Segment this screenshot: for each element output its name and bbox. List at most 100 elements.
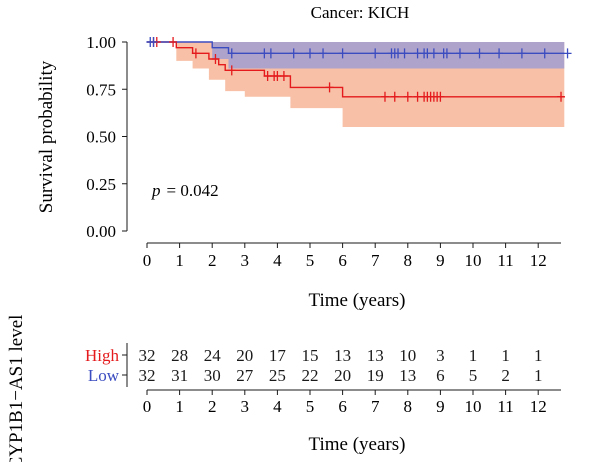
risk-count-low: 25 [269, 366, 286, 385]
risk-x-tick-label: 2 [208, 397, 217, 416]
risk-count-high: 24 [204, 346, 222, 365]
risk-x-tick-label: 0 [143, 397, 152, 416]
x-tick-label: 0 [143, 251, 152, 270]
risk-x-tick-label: 6 [338, 397, 347, 416]
risk-count-low: 22 [302, 366, 319, 385]
x-tick-label: 4 [273, 251, 282, 270]
risk-table-ylabel: CYP1B1−AS1 level [6, 315, 27, 462]
risk-x-tick-label: 5 [306, 397, 315, 416]
risk-count-high: 28 [171, 346, 188, 365]
risk-table: 32 28 24 20 17 15 13 13 10 3 1 1 132 31 30 27 25 22 20 19 13… [122, 346, 542, 385]
y-tick-label: 1.00 [86, 33, 116, 52]
censor-mark-low [517, 48, 526, 59]
risk-x-tick-label: 9 [436, 397, 445, 416]
risk-count-high: 13 [334, 346, 351, 365]
p-value-text: = 0.042 [167, 181, 219, 200]
risk-count-high: 1 [469, 346, 478, 365]
censor-mark-low [540, 48, 549, 59]
risk-x-tick-label: 4 [273, 397, 282, 416]
x-tick-label: 9 [436, 251, 445, 270]
risk-x-tick-label: 10 [465, 397, 482, 416]
risk-count-low: 2 [501, 366, 510, 385]
risk-count-low: 30 [204, 366, 221, 385]
censor-mark-low [319, 48, 328, 59]
x-tick-label: 11 [497, 251, 513, 270]
censor-mark-high [403, 91, 412, 102]
curve-low [147, 41, 565, 54]
x-axis-label: Time (years) [309, 290, 406, 311]
censor-marks [146, 37, 572, 102]
risk-group-high: High [85, 346, 120, 365]
risk-count-low: 31 [171, 366, 188, 385]
risk-count-low: 20 [334, 366, 351, 385]
censor-mark-low [289, 48, 298, 59]
risk-x-tick-label: 12 [530, 397, 547, 416]
x-tick-label: 3 [241, 251, 250, 270]
risk-x-tick-label: 8 [404, 397, 413, 416]
censor-mark-high [279, 71, 288, 82]
censor-mark-high [557, 91, 566, 102]
survival-curves [147, 41, 565, 98]
risk-count-high: 3 [436, 346, 445, 365]
risk-count-low: 27 [236, 366, 254, 385]
censor-mark-low [227, 48, 236, 59]
curve-high [147, 41, 565, 98]
risk-count-high: 20 [236, 346, 253, 365]
y-tick-label: 0.75 [86, 80, 116, 99]
risk-count-low: 32 [139, 366, 156, 385]
risk-count-high: 13 [367, 346, 384, 365]
risk-group-low: Low [88, 366, 120, 385]
risk-x-tick-label: 1 [175, 397, 184, 416]
x-tick-label: 12 [530, 251, 547, 270]
censor-mark-high [325, 82, 334, 93]
risk-x-tick-label: 7 [371, 397, 380, 416]
x-tick-label: 10 [465, 251, 482, 270]
risk-count-low: 6 [436, 366, 445, 385]
censor-mark-high [380, 91, 389, 102]
censor-mark-high [436, 91, 445, 102]
p-symbol: p [151, 181, 161, 200]
x-tick-label: 8 [404, 251, 413, 270]
y-ticks: 0.00 0.25 0.50 0.75 1.00 [86, 33, 127, 241]
risk-count-high: 1 [534, 346, 543, 365]
censor-mark-low [149, 37, 158, 47]
risk-count-low: 5 [469, 366, 478, 385]
censor-mark-low [429, 48, 438, 59]
censor-mark-low [475, 48, 484, 59]
risk-x-tick-label: 3 [241, 397, 250, 416]
censor-mark-high [169, 37, 178, 47]
risk-count-high: 32 [139, 346, 156, 365]
y-tick-label: 0.25 [86, 175, 116, 194]
censor-mark-high [227, 65, 236, 76]
p-value: p = 0.042 [151, 181, 219, 200]
x-tick-label: 2 [208, 251, 217, 270]
risk-count-low: 13 [399, 366, 416, 385]
y-tick-label: 0.00 [86, 222, 116, 241]
risk-count-high: 17 [269, 346, 287, 365]
risk-count-high: 1 [501, 346, 510, 365]
censor-mark-high [191, 48, 200, 59]
risk-x-ticks: 0 1 2 3 4 5 6 7 8 9 10 11 12 [143, 390, 547, 416]
x-ticks: 0 1 2 3 4 5 6 7 8 9 10 11 12 [143, 243, 547, 270]
censor-mark-low [495, 48, 504, 59]
chart-title: Cancer: KICH [311, 3, 410, 22]
risk-x-axis-label: Time (years) [309, 434, 406, 455]
risk-count-high: 10 [399, 346, 416, 365]
x-tick-label: 1 [175, 251, 184, 270]
censor-mark-low [266, 48, 275, 59]
censor-mark-low [400, 48, 409, 59]
risk-count-low: 19 [367, 366, 384, 385]
x-tick-label: 5 [306, 251, 315, 270]
censor-mark-low [306, 48, 314, 59]
censor-mark-low [371, 48, 380, 59]
censor-mark-low [338, 48, 347, 59]
censor-mark-high [211, 54, 220, 65]
censor-mark-low [455, 48, 464, 59]
risk-count-low: 1 [534, 366, 543, 385]
x-tick-label: 7 [371, 251, 380, 270]
x-tick-label: 6 [338, 251, 347, 270]
risk-count-high: 15 [302, 346, 319, 365]
censor-mark-high [390, 91, 399, 102]
y-axis-label: Survival probability [36, 60, 57, 213]
